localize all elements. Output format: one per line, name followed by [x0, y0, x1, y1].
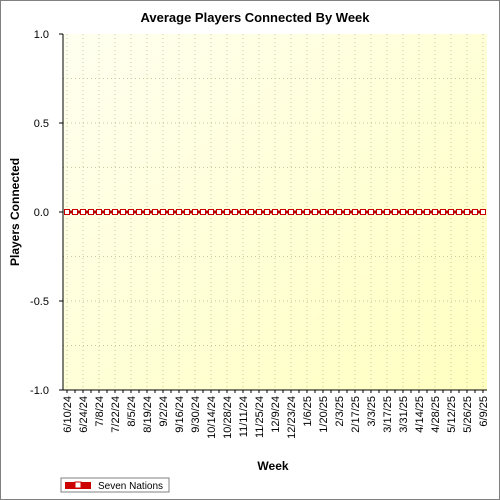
data-point — [144, 209, 150, 215]
data-point — [216, 209, 222, 215]
data-point — [128, 209, 134, 215]
data-point — [336, 209, 342, 215]
x-tick-label: 5/12/25 — [446, 396, 458, 433]
data-point — [384, 209, 390, 215]
x-tick-label: 6/24/24 — [78, 396, 90, 433]
legend-marker — [74, 481, 82, 489]
x-tick-label: 2/3/25 — [334, 396, 346, 427]
x-tick-label: 7/22/24 — [110, 396, 122, 433]
x-tick-label: 2/17/25 — [350, 396, 362, 433]
data-point — [168, 209, 174, 215]
x-tick-label: 11/11/24 — [238, 396, 250, 437]
data-point — [176, 209, 182, 215]
data-point — [184, 209, 190, 215]
y-tick-label: 0.0 — [34, 207, 49, 219]
data-point — [64, 209, 70, 215]
x-tick-label: 12/9/24 — [270, 396, 282, 433]
data-point — [464, 209, 470, 215]
data-point — [440, 209, 446, 215]
data-point — [96, 209, 102, 215]
x-tick-label: 1/6/25 — [302, 396, 314, 427]
legend-label-seven-nations: Seven Nations — [98, 481, 163, 492]
y-tick-label: -0.5 — [30, 296, 49, 308]
x-tick-label: 3/3/25 — [366, 396, 378, 427]
data-point — [344, 209, 350, 215]
grid-lines — [63, 34, 487, 390]
x-tick-label: 9/2/24 — [158, 396, 170, 427]
data-point — [232, 209, 238, 215]
x-tick-label: 9/30/24 — [190, 396, 202, 433]
x-tick-label: 3/31/25 — [398, 396, 410, 433]
data-point — [152, 209, 158, 215]
y-tick-label: 1.0 — [34, 29, 49, 41]
data-point — [224, 209, 230, 215]
x-tick-label: 10/14/24 — [206, 396, 218, 439]
data-point — [296, 209, 302, 215]
x-axis-title: Week — [257, 459, 288, 473]
x-axis-ticks: 6/10/24 6/24/24 7/8/24 7/22/24 8/5/24 8/19/24… — [62, 390, 490, 439]
x-tick-label: 3/17/25 — [382, 396, 394, 433]
data-point — [360, 209, 366, 215]
data-point — [472, 209, 478, 215]
y-axis-title: Players Connected — [8, 158, 22, 266]
data-point — [424, 209, 430, 215]
data-point — [272, 209, 278, 215]
data-point — [368, 209, 374, 215]
x-tick-label: 4/28/25 — [430, 396, 442, 433]
data-point — [304, 209, 310, 215]
data-point — [208, 209, 214, 215]
data-point — [160, 209, 166, 215]
x-tick-label: 7/8/24 — [94, 396, 106, 427]
x-tick-label: 11/25/24 — [254, 396, 266, 438]
data-point — [400, 209, 406, 215]
data-point — [248, 209, 254, 215]
x-tick-label: 9/16/24 — [174, 396, 186, 433]
y-tick-label: -1.0 — [30, 385, 49, 397]
chart-title: Average Players Connected By Week — [140, 10, 370, 25]
x-tick-label: 12/23/24 — [286, 396, 298, 439]
data-point — [432, 209, 438, 215]
x-tick-label: 6/10/24 — [62, 396, 74, 433]
x-tick-label: 5/26/25 — [462, 396, 474, 433]
data-point — [240, 209, 246, 215]
data-point — [80, 209, 86, 215]
data-point — [88, 209, 94, 215]
x-tick-label: 8/19/24 — [142, 396, 154, 433]
data-point — [264, 209, 270, 215]
data-point — [448, 209, 454, 215]
data-point — [200, 209, 206, 215]
x-tick-label: 10/28/24 — [222, 396, 234, 439]
series-seven-nations — [64, 209, 486, 215]
data-point — [72, 209, 78, 215]
data-point — [288, 209, 294, 215]
data-point — [120, 209, 126, 215]
data-point — [408, 209, 414, 215]
data-point — [392, 209, 398, 215]
y-tick-label: 0.5 — [34, 118, 49, 130]
x-tick-label: 1/20/25 — [318, 396, 330, 433]
data-point — [376, 209, 382, 215]
data-point — [416, 209, 422, 215]
data-point — [312, 209, 318, 215]
data-point — [480, 209, 486, 215]
x-tick-label: 4/14/25 — [414, 396, 426, 433]
x-tick-label: 6/9/25 — [478, 396, 490, 427]
x-tick-label: 8/5/24 — [126, 396, 138, 427]
legend: Seven Nations — [60, 477, 170, 493]
y-axis-ticks: 1.0 0.5 0.0 -0.5 -1.0 — [30, 29, 63, 397]
data-point — [328, 209, 334, 215]
data-point — [320, 209, 326, 215]
data-point — [280, 209, 286, 215]
data-point — [456, 209, 462, 215]
data-point — [136, 209, 142, 215]
data-point — [192, 209, 198, 215]
data-point — [256, 209, 262, 215]
data-point — [112, 209, 118, 215]
data-point — [104, 209, 110, 215]
data-point — [352, 209, 358, 215]
